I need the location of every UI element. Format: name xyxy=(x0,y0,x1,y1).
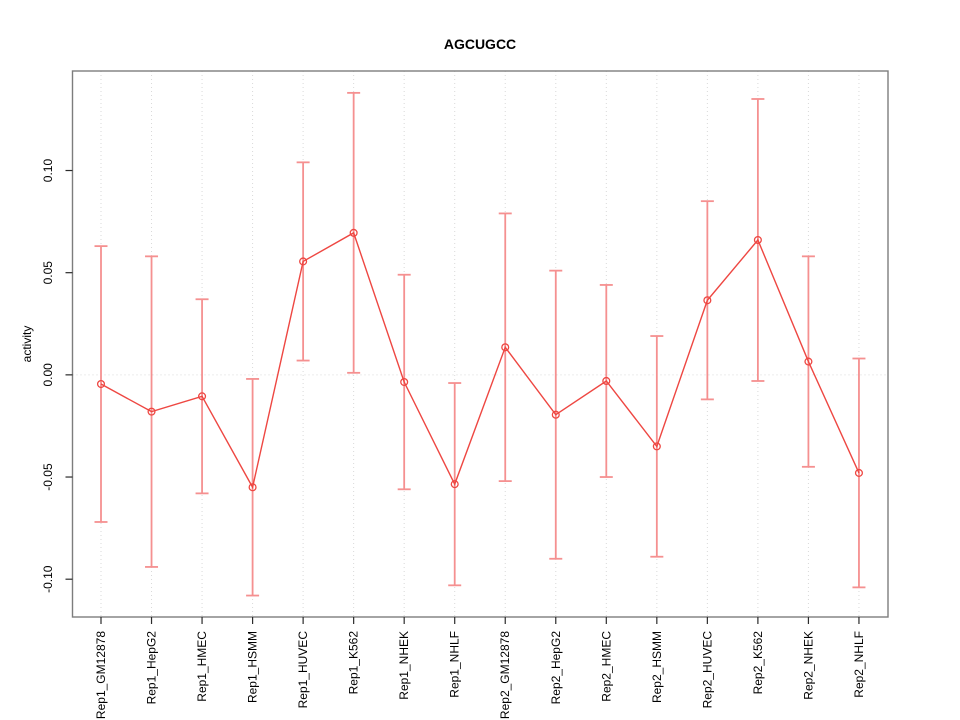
y-tick-label: -0.10 xyxy=(41,565,55,593)
x-tick-label: Rep2_GM12878 xyxy=(498,631,512,719)
data-point-marker xyxy=(96,380,106,389)
data-point-marker xyxy=(198,392,207,401)
data-point-marker xyxy=(248,483,257,492)
x-tick-label: Rep2_HUVEC xyxy=(700,631,714,709)
chart-title: AGCUGCC xyxy=(443,36,517,52)
plot-border xyxy=(71,70,889,618)
series-line xyxy=(100,231,860,490)
x-tick-label: Rep1_NHEK xyxy=(397,631,411,700)
x-tick-label: Rep1_K562 xyxy=(347,631,361,695)
x-tick-label: Rep2_NHLF xyxy=(852,631,866,698)
x-tick-label: Rep2_HMEC xyxy=(599,631,613,702)
x-tick-label: Rep1_HUVEC xyxy=(296,631,310,709)
x-tick-label: Rep2_K562 xyxy=(751,631,765,695)
x-tick-label: Rep1_GM12878 xyxy=(94,631,108,719)
x-tick-label: Rep1_NHLF xyxy=(448,631,462,698)
x-tick-label: Rep2_NHEK xyxy=(801,631,815,700)
x-tick-label: Rep1_HSMM xyxy=(246,631,260,703)
data-point-marker xyxy=(854,468,863,477)
x-tick-label: Rep2_HepG2 xyxy=(549,631,563,705)
x-tick-label: Rep1_HMEC xyxy=(195,631,209,702)
x-tick-label: Rep1_HepG2 xyxy=(145,631,159,705)
data-point-marker xyxy=(602,376,611,386)
data-point-marker xyxy=(450,480,459,489)
x-tick-label: Rep2_HSMM xyxy=(650,631,664,703)
data-point-marker xyxy=(147,407,156,416)
data-point-marker xyxy=(753,235,762,245)
y-tick-label: 0.05 xyxy=(41,261,55,285)
data-point-marker xyxy=(400,377,409,387)
data-point-marker xyxy=(551,410,560,419)
data-point-marker xyxy=(652,442,661,451)
data-point-marker xyxy=(804,357,813,366)
y-tick-label: 0.00 xyxy=(41,363,55,387)
data-point-marker xyxy=(349,228,358,237)
data-point-marker xyxy=(703,296,712,305)
y-tick-label: 0.10 xyxy=(41,159,55,183)
data-point-marker xyxy=(299,257,308,266)
data-point-marker xyxy=(501,343,510,352)
y-tick-label: -0.05 xyxy=(41,463,55,491)
